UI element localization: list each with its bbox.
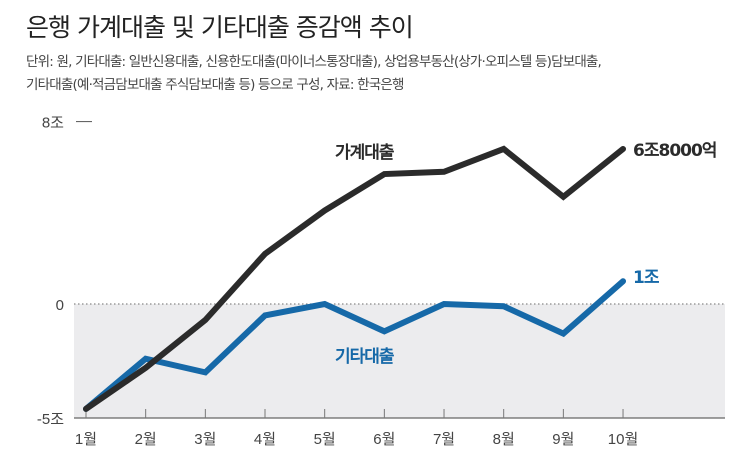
data-point-other: [443, 303, 445, 305]
x-tick-label: 5월: [314, 431, 336, 448]
x-tick-label: 3월: [194, 431, 216, 448]
x-tick-label: 4월: [254, 431, 276, 448]
x-axis-ticks: [85, 409, 624, 418]
data-point-other: [622, 280, 624, 282]
end-value-label-other: 1조: [633, 268, 660, 288]
chart-title: 은행 가계대출 및 기타대출 증감액 추이: [26, 13, 414, 42]
x-tick-label: 8월: [493, 431, 515, 448]
y-tick-label: -5조: [37, 411, 64, 428]
series-line-household: [83, 145, 627, 412]
x-tick-label: 9월: [552, 431, 574, 448]
series-lines: [83, 145, 627, 412]
y-axis-labels: 8조 0 -5조: [37, 115, 64, 428]
chart-subtitle-line-1: 단위: 원, 기타대출: 일반신용대출, 신용한도대출(마이너스통장대출), 상…: [26, 54, 602, 70]
x-tick-label: 10월: [608, 431, 639, 448]
x-tick-label: 7월: [433, 431, 455, 448]
x-tick-label: 1월: [75, 431, 97, 448]
data-point-other: [503, 305, 505, 307]
series-line-other: [83, 278, 627, 412]
data-point-other: [204, 371, 206, 373]
data-point-other: [324, 303, 326, 305]
data-point-other: [562, 333, 564, 335]
x-tick-label: 2월: [135, 431, 157, 448]
x-tick-label: 6월: [373, 431, 395, 448]
negative-region-band: [74, 304, 725, 418]
series-label-household: 가계대출: [335, 143, 395, 163]
data-point-other: [264, 314, 266, 316]
data-point-other: [383, 330, 385, 332]
end-value-label-household: 6조8000억: [633, 141, 716, 161]
chart-subtitle-line-2: 기타대출(예·적금담보대출 주식담보대출 등) 등으로 구성, 자료: 한국은행: [26, 77, 404, 93]
x-axis-labels: 1월 2월 3월 4월 5월 6월 7월 8월 9월 10월: [75, 431, 638, 448]
data-point-other: [145, 358, 147, 360]
y-tick-label: 8조: [42, 115, 64, 132]
series-label-other: 기타대출: [335, 347, 395, 367]
y-tick-label: 0: [56, 297, 64, 314]
